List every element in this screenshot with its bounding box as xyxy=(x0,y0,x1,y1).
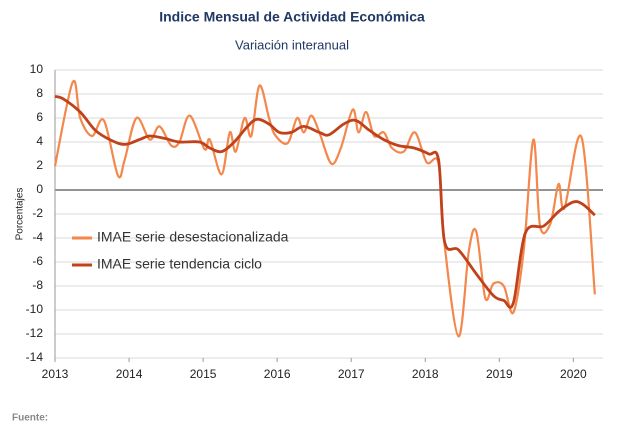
x-tick-label: 2020 xyxy=(560,367,587,381)
legend-label: IMAE serie tendencia ciclo xyxy=(97,256,262,272)
x-tick-label: 2014 xyxy=(116,367,143,381)
y-tick-label: 6 xyxy=(36,110,43,124)
y-tick-label: 4 xyxy=(36,134,43,148)
y-tick-label: 8 xyxy=(36,86,43,100)
y-tick-label: -8 xyxy=(32,278,43,292)
series-line xyxy=(54,95,596,309)
x-tick-label: 2017 xyxy=(338,367,365,381)
chart-subtitle: Variación interanual xyxy=(235,37,349,52)
y-tick-label: -2 xyxy=(32,206,43,220)
legend-label: IMAE serie desestacionalizada xyxy=(97,229,289,245)
y-tick-label: -12 xyxy=(26,326,44,340)
x-tick-label: 2013 xyxy=(42,367,69,381)
series-line xyxy=(53,79,596,338)
y-tick-label: -14 xyxy=(26,350,44,364)
x-tick-label: 2016 xyxy=(264,367,291,381)
chart-title: Indice Mensual de Actividad Económica xyxy=(159,9,425,25)
y-tick-label: 2 xyxy=(36,158,43,172)
x-tick-label: 2019 xyxy=(486,367,513,381)
y-tick-label: 0 xyxy=(36,182,43,196)
y-tick-label: 10 xyxy=(30,62,44,76)
y-tick-label: -4 xyxy=(32,230,43,244)
footnote: Fuente: xyxy=(12,413,48,424)
x-tick-label: 2015 xyxy=(190,367,217,381)
x-tick-label: 2018 xyxy=(412,367,439,381)
y-tick-label: -10 xyxy=(26,302,44,316)
y-tick-label: -6 xyxy=(32,254,43,268)
y-axis-label: Porcentajes xyxy=(15,188,26,241)
